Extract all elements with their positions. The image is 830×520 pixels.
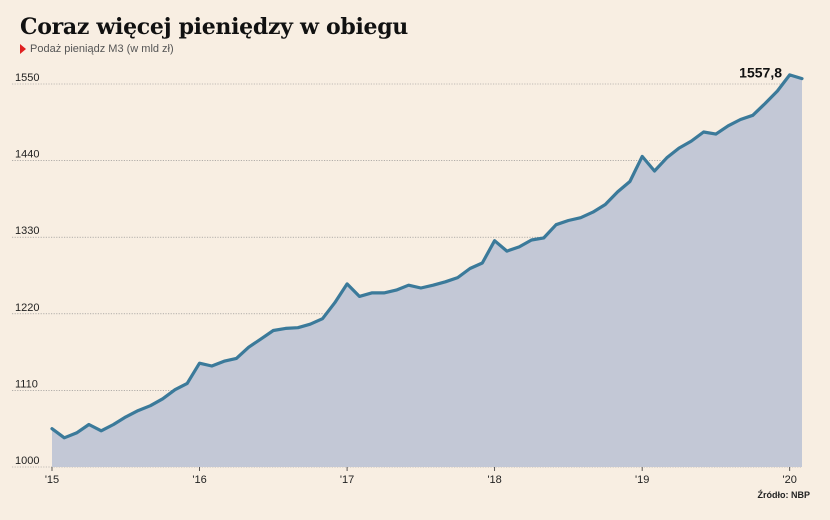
y-tick-label: 1220 xyxy=(15,302,39,314)
legend-triangle-icon xyxy=(20,44,26,54)
area-fill xyxy=(52,74,802,468)
y-axis-ticks: 1000 1110 1220 1330 1440 1550 xyxy=(15,72,39,467)
source-note: Źródło: NBP xyxy=(757,490,811,500)
y-tick-label: 1550 xyxy=(15,72,39,84)
y-tick-label: 1110 xyxy=(15,378,38,390)
chart-title: Coraz więcej pieniędzy w obiegu xyxy=(20,14,408,40)
x-tick-label: '15 xyxy=(45,474,59,486)
x-tick-label: '19 xyxy=(635,474,649,486)
y-tick-label: 1330 xyxy=(15,225,39,237)
x-axis-ticks: '15 '16 '17 '18 '19 '20 xyxy=(45,467,797,486)
x-tick-label: '20 xyxy=(783,474,797,486)
x-tick-label: '17 xyxy=(340,474,354,486)
end-value-label: 1557,8 xyxy=(739,65,782,81)
y-tick-label: 1440 xyxy=(15,149,39,161)
series-line xyxy=(50,73,804,440)
chart-subtitle: Podaż pieniądz M3 (w mld zł) xyxy=(30,43,174,55)
y-tick-label: 1000 xyxy=(15,455,39,467)
x-tick-label: '16 xyxy=(192,474,206,486)
x-tick-label: '18 xyxy=(487,474,501,486)
subtitle-row: Podaż pieniądz M3 (w mld zł) xyxy=(20,43,174,55)
